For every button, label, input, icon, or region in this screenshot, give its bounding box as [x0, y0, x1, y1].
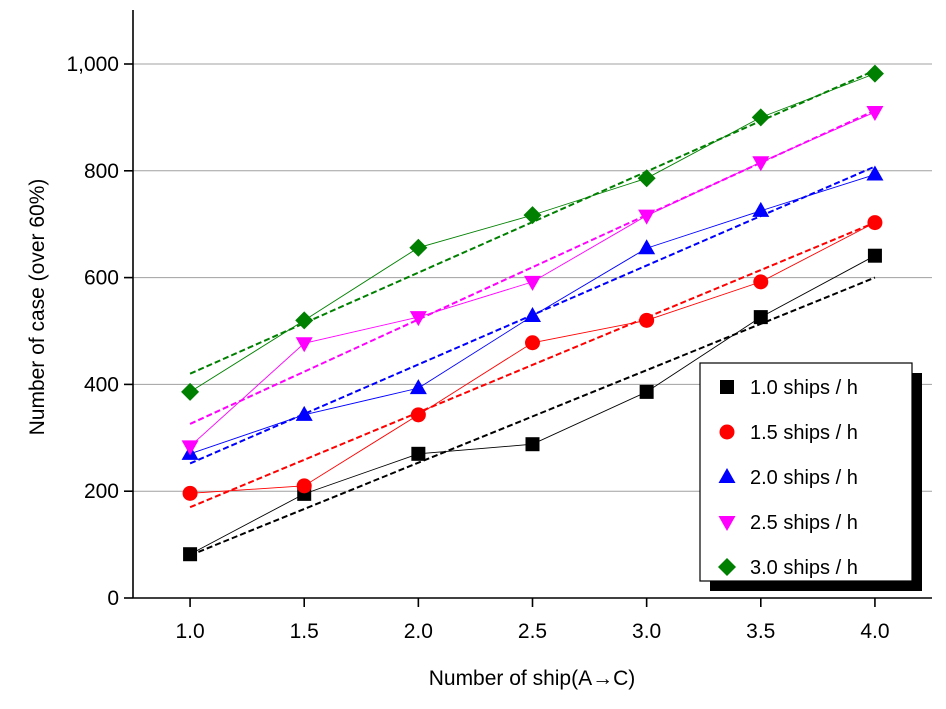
data-point	[639, 312, 655, 328]
data-point	[523, 206, 542, 225]
x-axis-title: Number of ship(A→C)	[429, 667, 636, 690]
legend-label: 3.0 ships / h	[750, 557, 858, 579]
data-point	[637, 169, 656, 188]
data-point	[752, 156, 770, 172]
data-point	[409, 379, 427, 395]
data-point	[867, 248, 882, 263]
data-point	[866, 165, 884, 181]
x-tick-label: 1.0	[175, 620, 204, 643]
x-tick-label: 2.5	[518, 620, 547, 643]
data-point	[753, 274, 769, 290]
legend-label: 2.0 ships / h	[750, 467, 858, 489]
y-tick-label: 800	[84, 160, 119, 183]
data-point	[295, 405, 313, 421]
data-point	[639, 384, 654, 399]
trend-line	[189, 221, 876, 509]
legend: 1.0 ships / h 1.5 ships / h 2.0 ships / h 2…	[699, 362, 922, 591]
data-markers	[181, 64, 884, 562]
data-point	[181, 440, 199, 456]
x-tick-label: 2.0	[404, 620, 433, 643]
legend-marker	[718, 516, 736, 531]
data-point	[409, 311, 427, 327]
data-point	[638, 209, 656, 225]
y-tick-label: 1,000	[66, 53, 119, 76]
data-point	[295, 311, 314, 330]
data-point	[524, 275, 541, 291]
legend-marker	[720, 380, 734, 394]
legend-marker	[718, 558, 736, 576]
y-tick-label: 0	[107, 587, 119, 610]
y-axis-title: Number of case (over 60%)	[26, 179, 49, 436]
y-tick-label: 400	[84, 373, 119, 396]
data-point	[751, 108, 770, 127]
x-tick-label: 3.0	[632, 620, 661, 643]
x-tick-label: 1.5	[290, 620, 319, 643]
legend-marker	[719, 424, 735, 440]
data-point	[411, 446, 426, 461]
data-point	[867, 215, 883, 231]
data-point	[524, 307, 541, 323]
y-tick-label: 200	[84, 480, 119, 503]
x-tick-label: 4.0	[860, 620, 889, 643]
data-point	[409, 238, 428, 257]
data-point	[752, 201, 770, 217]
legend-label: 1.0 ships / h	[750, 377, 858, 399]
data-point	[525, 335, 540, 351]
y-tick-label: 600	[84, 267, 119, 290]
tick-marks: 0 200 400 600 800 1,000 1.0 1.5 2.0 2.5 3.0 3.5 4.0	[66, 53, 889, 643]
data-point	[525, 437, 540, 452]
x-tick-label: 3.5	[746, 620, 775, 643]
legend-label: 1.5 ships / h	[750, 422, 858, 444]
data-point	[295, 337, 313, 353]
legend-box	[699, 362, 913, 582]
legend-marker	[718, 468, 736, 483]
data-point	[753, 310, 768, 325]
data-point	[866, 106, 884, 122]
data-point	[182, 485, 198, 501]
data-point	[181, 382, 200, 401]
data-point	[638, 239, 656, 255]
legend-label: 2.5 ships / h	[750, 512, 858, 534]
data-point	[410, 407, 426, 423]
data-point	[183, 547, 198, 562]
data-point	[296, 478, 312, 494]
data-point	[865, 64, 884, 83]
